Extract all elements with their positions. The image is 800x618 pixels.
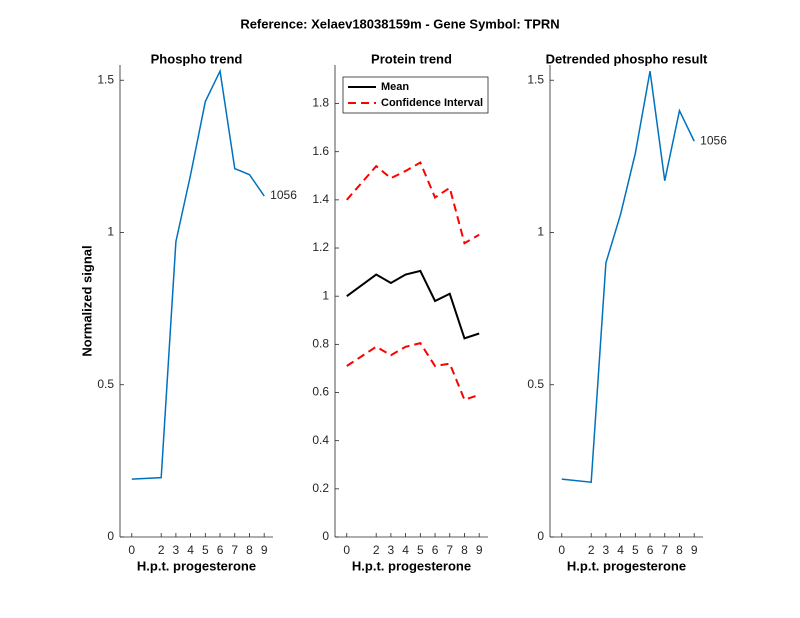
data-line bbox=[346, 161, 480, 245]
figure-title: Reference: Xelaev18038159m - Gene Symbol… bbox=[240, 16, 559, 31]
x-tick-label: 0 bbox=[558, 543, 565, 557]
y-tick-label: 1 bbox=[107, 225, 114, 239]
x-tick-label: 5 bbox=[202, 543, 209, 557]
data-line bbox=[346, 269, 480, 340]
x-tick-label: 9 bbox=[691, 543, 698, 557]
x-tick-label: 4 bbox=[617, 543, 624, 557]
y-tick-label: 0.5 bbox=[527, 377, 544, 391]
x-tick-label: 8 bbox=[246, 543, 253, 557]
x-axis-label: H.p.t. progesterone bbox=[567, 558, 686, 573]
x-tick-label: 2 bbox=[158, 543, 165, 557]
y-tick-label: 1.2 bbox=[312, 240, 329, 254]
x-axis-label: H.p.t. progesterone bbox=[352, 558, 471, 573]
x-tick-label: 0 bbox=[343, 543, 350, 557]
y-axis-label: Normalized signal bbox=[79, 245, 94, 356]
y-tick-label: 1.8 bbox=[312, 96, 329, 110]
x-tick-label: 2 bbox=[588, 543, 595, 557]
x-tick-label: 8 bbox=[676, 543, 683, 557]
x-tick-label: 2 bbox=[373, 543, 380, 557]
x-tick-label: 4 bbox=[187, 543, 194, 557]
panel-title: Phospho trend bbox=[151, 51, 243, 66]
x-tick-label: 6 bbox=[217, 543, 224, 557]
y-tick-label: 0 bbox=[322, 529, 329, 543]
x-tick-label: 7 bbox=[231, 543, 238, 557]
y-tick-label: 0.8 bbox=[312, 337, 329, 351]
x-tick-label: 5 bbox=[417, 543, 424, 557]
x-tick-label: 3 bbox=[603, 543, 610, 557]
y-tick-label: 1.4 bbox=[312, 192, 329, 206]
y-tick-label: 1.6 bbox=[312, 144, 329, 158]
x-tick-label: 3 bbox=[173, 543, 180, 557]
legend-label: Confidence Interval bbox=[381, 97, 483, 109]
x-tick-label: 5 bbox=[632, 543, 639, 557]
end-label: 1056 bbox=[270, 188, 297, 202]
y-tick-label: 1 bbox=[537, 225, 544, 239]
x-axis-label: H.p.t. progesterone bbox=[137, 558, 256, 573]
x-tick-label: 7 bbox=[661, 543, 668, 557]
x-tick-label: 7 bbox=[446, 543, 453, 557]
panel-title: Detrended phospho result bbox=[546, 51, 708, 66]
end-label: 1056 bbox=[700, 133, 727, 147]
data-line bbox=[346, 342, 480, 401]
y-tick-label: 0.4 bbox=[312, 433, 329, 447]
y-tick-label: 0.6 bbox=[312, 385, 329, 399]
panel-title: Protein trend bbox=[371, 51, 452, 66]
x-tick-label: 9 bbox=[476, 543, 483, 557]
data-line bbox=[561, 70, 695, 484]
x-tick-label: 6 bbox=[647, 543, 654, 557]
y-tick-label: 1 bbox=[322, 288, 329, 302]
y-tick-label: 1.5 bbox=[527, 72, 544, 86]
x-tick-label: 3 bbox=[388, 543, 395, 557]
x-tick-label: 6 bbox=[432, 543, 439, 557]
y-tick-label: 1.5 bbox=[97, 72, 114, 86]
data-line bbox=[131, 68, 265, 480]
y-tick-label: 0 bbox=[107, 529, 114, 543]
x-tick-label: 0 bbox=[128, 543, 135, 557]
x-tick-label: 9 bbox=[261, 543, 268, 557]
y-tick-label: 0.2 bbox=[312, 481, 329, 495]
y-tick-label: 0.5 bbox=[97, 377, 114, 391]
y-tick-label: 0 bbox=[537, 529, 544, 543]
x-tick-label: 4 bbox=[402, 543, 409, 557]
legend-box bbox=[342, 76, 489, 114]
x-tick-label: 8 bbox=[461, 543, 468, 557]
legend-label: Mean bbox=[381, 81, 409, 93]
